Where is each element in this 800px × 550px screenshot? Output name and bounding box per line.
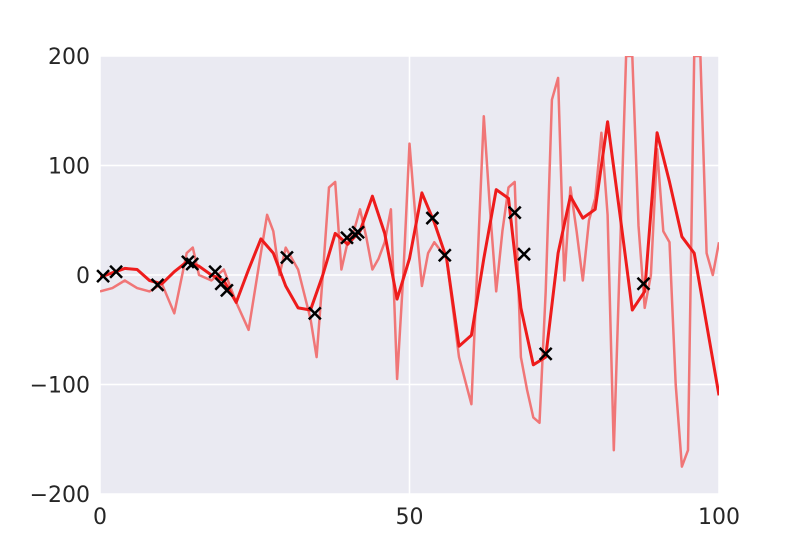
data-point-marker <box>185 257 200 271</box>
smooth-line <box>100 120 719 396</box>
data-point-marker <box>220 283 234 298</box>
grid-lines <box>99 55 720 495</box>
x-tick-label: 50 <box>396 505 424 530</box>
data-point-marker <box>208 264 223 279</box>
x-tick-label: 0 <box>93 505 107 530</box>
data-point-marker <box>280 250 294 265</box>
y-tick-label: 100 <box>48 155 90 180</box>
y-tick-label: 200 <box>48 45 90 70</box>
marker-layer <box>96 205 651 361</box>
x-tick-labels: 0 50 100 <box>93 505 740 530</box>
data-point-marker <box>150 277 165 292</box>
data-point-marker <box>517 247 531 262</box>
data-point-marker <box>636 276 651 291</box>
y-tick-label: −200 <box>30 483 90 508</box>
data-point-marker <box>538 346 553 361</box>
y-tick-label: 0 <box>76 264 90 289</box>
data-point-marker <box>96 269 110 283</box>
y-tick-label: −100 <box>30 374 90 399</box>
data-point-marker <box>340 230 354 245</box>
data-point-marker <box>507 205 522 220</box>
y-tick-labels: −200 −100 0 100 200 <box>30 45 90 508</box>
data-point-marker <box>437 248 452 263</box>
data-point-marker <box>425 211 440 225</box>
data-point-marker <box>351 225 366 240</box>
x-tick-label: 100 <box>698 505 740 530</box>
data-point-marker <box>307 306 322 321</box>
data-point-marker <box>109 264 123 279</box>
